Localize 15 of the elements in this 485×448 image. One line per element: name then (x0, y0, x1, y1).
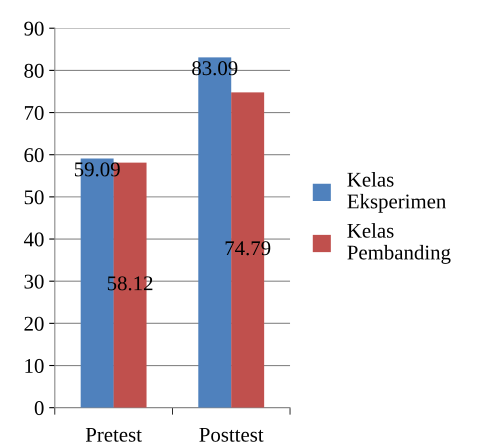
y-tick-label: 30 (24, 274, 44, 289)
y-tick-label: 50 (24, 190, 44, 204)
y-tick-label: 10 (25, 358, 44, 373)
y-tick-label: 60 (24, 148, 44, 162)
y-tick-label: 0 (34, 401, 44, 416)
y-tick-label: 80 (24, 64, 44, 78)
legend-label: Kelas Eksperimen (347, 172, 446, 213)
data-label: 83.09 (192, 61, 238, 76)
y-tick-label: 40 (24, 232, 44, 246)
y-tick-label: 90 (24, 22, 44, 36)
x-tick-label: Pretest (86, 428, 142, 442)
x-tick-label: Posttest (199, 428, 264, 442)
y-tick-label: 20 (24, 316, 44, 331)
legend-label: Kelas Pembanding (347, 223, 451, 264)
y-tick-label: 70 (24, 106, 44, 120)
